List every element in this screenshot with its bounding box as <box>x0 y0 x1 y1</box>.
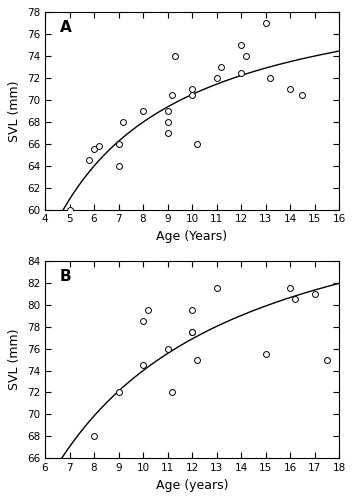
Point <box>91 146 97 154</box>
Y-axis label: SVL (mm): SVL (mm) <box>8 80 21 142</box>
Point <box>116 162 121 170</box>
Point <box>121 118 126 126</box>
Text: B: B <box>60 269 71 284</box>
Point <box>116 388 121 396</box>
Point <box>243 52 249 60</box>
X-axis label: Age (Years): Age (Years) <box>156 230 228 243</box>
Point <box>299 90 305 98</box>
Text: A: A <box>60 20 72 35</box>
Point <box>189 90 195 98</box>
Point <box>263 350 268 358</box>
Point <box>67 206 72 214</box>
Point <box>238 68 244 76</box>
Point <box>194 356 200 364</box>
Point <box>263 20 268 28</box>
Point <box>170 388 175 396</box>
Point <box>287 85 293 93</box>
Point <box>189 306 195 314</box>
Point <box>86 156 92 164</box>
Point <box>194 140 200 148</box>
Point <box>96 142 102 150</box>
Point <box>214 284 219 292</box>
Y-axis label: SVL (mm): SVL (mm) <box>8 329 21 390</box>
Point <box>238 41 244 49</box>
Point <box>140 361 146 369</box>
Point <box>116 140 121 148</box>
Point <box>91 432 97 440</box>
Point <box>165 118 170 126</box>
Point <box>214 74 219 82</box>
Point <box>189 328 195 336</box>
Point <box>145 306 151 314</box>
Point <box>165 344 170 352</box>
Point <box>189 328 195 336</box>
Point <box>312 290 318 298</box>
Point <box>140 107 146 115</box>
Point <box>218 63 224 71</box>
Point <box>189 85 195 93</box>
Point <box>292 296 298 304</box>
X-axis label: Age (years): Age (years) <box>156 478 228 492</box>
Point <box>324 356 330 364</box>
Point <box>287 284 293 292</box>
Point <box>165 129 170 137</box>
Point <box>170 90 175 98</box>
Point <box>165 107 170 115</box>
Point <box>140 317 146 325</box>
Point <box>172 52 178 60</box>
Point <box>268 74 273 82</box>
